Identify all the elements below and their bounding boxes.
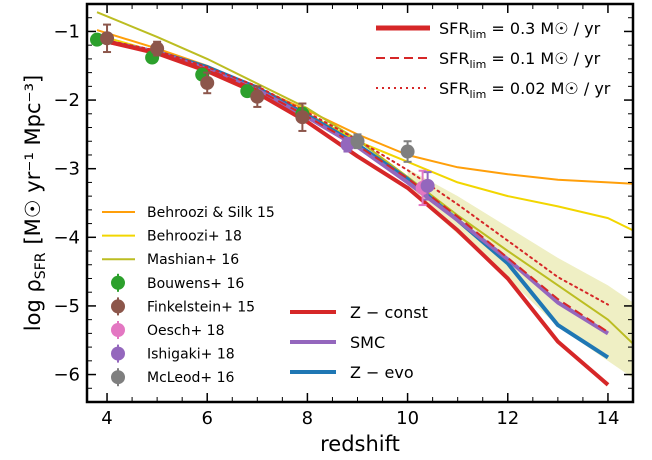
data-point-finkelstein-15 [250, 89, 265, 104]
legend-ref-marker [111, 346, 125, 361]
data-point-mcleod-16 [400, 144, 415, 159]
x-tick-label: 10 [396, 408, 419, 429]
series-line-mashian-16 [96, 11, 634, 345]
legend-ref-label: Behroozi & Silk 15 [147, 205, 275, 221]
data-point-mcleod-16 [350, 134, 365, 149]
x-tick-label: 12 [496, 408, 519, 429]
y-tick-label: −3 [53, 159, 80, 180]
legend-ref-label: Mashian+ 16 [147, 252, 239, 268]
legend-sfr-label: SFRlim = 0.02 M☉ / yr [439, 79, 611, 101]
legend-ref-marker [111, 299, 125, 314]
legend-ref-label: McLeod+ 16 [147, 370, 234, 386]
legend-ref-label: Bouwens+ 16 [147, 276, 244, 292]
legend-ref-label: Behroozi+ 18 [147, 229, 242, 245]
legend-ref-marker [111, 323, 125, 337]
legend-sfr-value: = 0.3 M☉ / yr [486, 19, 600, 38]
y-axis-label-sub: SFR [33, 252, 49, 279]
y-axis-label-units: [M☉ yr⁻¹ Mpc⁻³] [21, 75, 45, 245]
legend-sfr-label: SFRlim = 0.3 M☉ / yr [439, 19, 601, 41]
legend-model-label: SMC [350, 333, 385, 352]
legend-sfr-symbol: SFR [439, 19, 469, 38]
legend-ref-label: Oesch+ 18 [147, 323, 225, 339]
series-line-z-const [106, 39, 610, 387]
y-tick-label: −5 [53, 296, 80, 317]
data-point-finkelstein-15 [150, 41, 165, 56]
legend-ref-label: Finkelstein+ 15 [147, 299, 255, 315]
axis-ticks: 4 6 8 10 12 14 −1 −2 −3 −4 −5 −6 [53, 4, 634, 429]
uncertainty-band [407, 168, 633, 378]
legend-model-label: Z − const [350, 303, 428, 322]
y-axis-label: log ρSFR [M☉ yr⁻¹ Mpc⁻³] [21, 75, 49, 331]
y-tick-label: −1 [53, 21, 80, 42]
legend-sfr-sub: lim [469, 28, 486, 41]
plot-frame [85, 2, 635, 404]
data-point-finkelstein-15 [200, 75, 215, 90]
mashian-uncertainty-band [407, 168, 633, 378]
x-axis-label: redshift [320, 432, 400, 456]
legend-ref-marker [111, 275, 125, 290]
y-axis-label-prefix: log ρ [21, 279, 45, 331]
x-tick-label: 8 [302, 408, 313, 429]
legend-model-label: Z − evo [350, 363, 414, 382]
legend-references: Behroozi & Silk 15 Behroozi+ 18 Mashian+ 1… [102, 205, 275, 387]
legend-sfr-symbol: SFR [439, 79, 469, 98]
legend-ref-marker [111, 370, 125, 385]
y-tick-label: −6 [53, 365, 80, 386]
data-point-ishigaki-18 [420, 178, 435, 193]
y-tick-label: −4 [53, 227, 80, 248]
legend-sfr-label: SFRlim = 0.1 M☉ / yr [439, 49, 601, 71]
x-tick-label: 14 [597, 408, 620, 429]
data-point-finkelstein-15 [295, 110, 310, 125]
legend-sfr-value: = 0.1 M☉ / yr [486, 49, 600, 68]
data-point-finkelstein-15 [100, 31, 115, 46]
x-tick-label: 6 [201, 408, 212, 429]
observational-points [90, 23, 435, 207]
legend-sfr-value: = 0.02 M☉ / yr [486, 79, 610, 98]
y-tick-label: −2 [53, 90, 80, 111]
legend-dust-models: Z − const SMC Z − evo [290, 303, 428, 382]
legend-sfr-sub: lim [469, 58, 486, 71]
legend-ref-label: Ishigaki+ 18 [147, 347, 235, 363]
x-tick-label: 4 [101, 408, 112, 429]
legend-sfr-sub: lim [469, 88, 486, 101]
legend-sfr-symbol: SFR [439, 49, 469, 68]
